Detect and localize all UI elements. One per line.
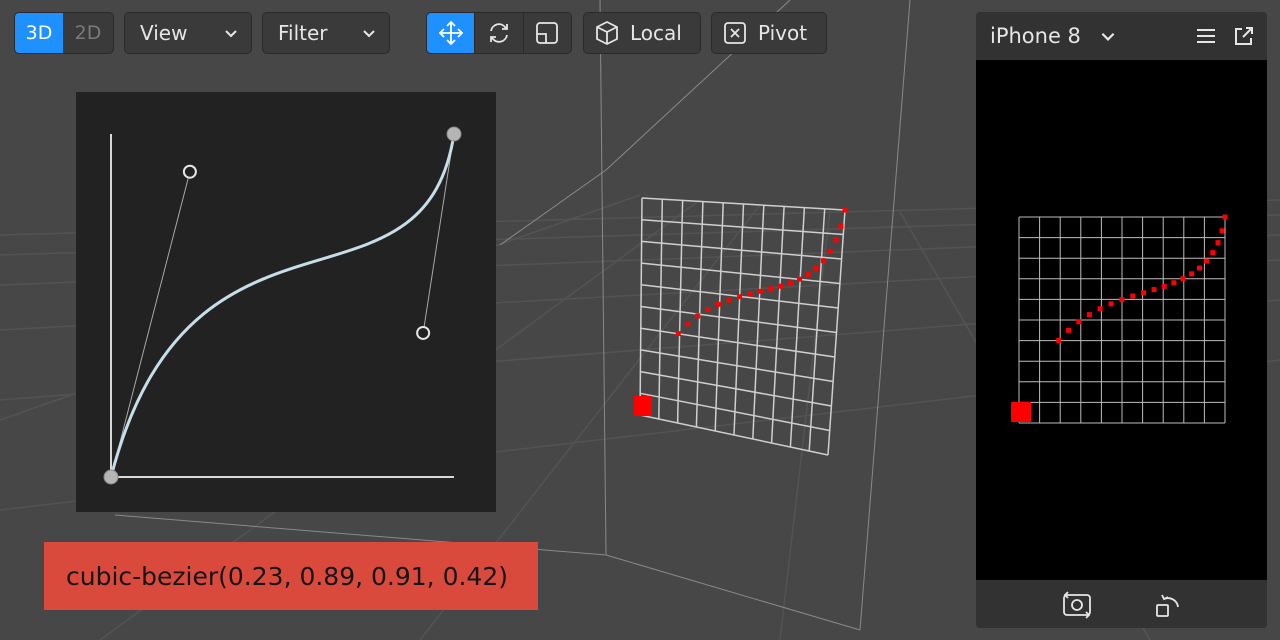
dimension-toggle: 3D 2D — [14, 12, 114, 54]
sample-point — [726, 297, 732, 303]
sample-point — [768, 286, 774, 292]
sample-point — [705, 307, 711, 313]
chevron-down-icon[interactable] — [1099, 27, 1117, 45]
sample-point — [1151, 287, 1157, 293]
sample-point — [797, 276, 803, 282]
view-dropdown[interactable]: View — [124, 12, 252, 54]
sample-point — [1108, 301, 1114, 307]
move-tool-button[interactable] — [427, 13, 476, 53]
sample-point — [1215, 240, 1221, 246]
sample-point — [1171, 280, 1177, 286]
close-box-icon — [724, 22, 746, 44]
chevron-down-icon — [225, 30, 237, 38]
control-point-1[interactable] — [182, 164, 197, 179]
sample-point — [1204, 258, 1210, 264]
sample-point — [715, 301, 721, 307]
curve-sample-points — [1056, 214, 1228, 343]
mode-3d-button[interactable]: 3D — [15, 13, 63, 53]
grid-line — [640, 392, 830, 432]
control-point-2[interactable] — [416, 325, 431, 340]
grid-line — [640, 370, 832, 407]
chevron-down-icon — [363, 30, 375, 38]
sample-point — [805, 271, 811, 277]
grid-line — [640, 349, 834, 383]
curve-sample-points — [675, 207, 848, 337]
local-space-button[interactable]: Local — [583, 12, 701, 54]
end-point — [446, 126, 462, 142]
sample-point — [813, 265, 819, 271]
device-preview-footer — [976, 580, 1267, 628]
control-handle-line-2 — [422, 133, 455, 334]
bezier-curve-editor — [76, 92, 496, 512]
sample-point — [821, 258, 827, 264]
sample-point — [1086, 312, 1092, 318]
grid-line — [639, 414, 829, 456]
scale-tool-button[interactable] — [524, 13, 571, 53]
bezier-expression-label: cubic-bezier(0.23, 0.89, 0.91, 0.42) — [44, 542, 538, 610]
sample-point — [675, 331, 681, 337]
popout-icon[interactable] — [1233, 25, 1255, 47]
view-dropdown-label: View — [140, 21, 188, 45]
filter-dropdown-label: Filter — [278, 21, 328, 45]
pivot-button[interactable]: Pivot — [711, 12, 827, 54]
sample-point — [1141, 290, 1147, 296]
menu-icon[interactable] — [1195, 25, 1217, 47]
rotate-camera-icon[interactable] — [1060, 589, 1094, 619]
sample-point — [1222, 214, 1228, 220]
sample-point — [827, 248, 833, 254]
control-handle-line-1 — [110, 171, 191, 478]
sample-point — [778, 283, 784, 289]
grid-line — [640, 305, 837, 334]
sample-point — [747, 291, 753, 297]
device-preview-header: iPhone 8 — [976, 12, 1267, 60]
sample-point — [1197, 265, 1203, 271]
sample-point — [1210, 250, 1216, 256]
sample-point — [1189, 271, 1195, 277]
start-point — [103, 469, 119, 485]
device-preview-panel: iPhone 8 — [976, 12, 1267, 628]
grid-line — [827, 209, 846, 456]
sample-point — [1066, 327, 1072, 333]
grid-line — [789, 207, 806, 448]
grid-line — [770, 206, 785, 444]
sample-point — [1219, 228, 1225, 234]
sample-point — [1130, 293, 1136, 299]
transform-tools — [426, 12, 572, 54]
sample-point — [1056, 337, 1062, 343]
sample-point — [833, 237, 839, 243]
sample-point — [1076, 319, 1082, 325]
cube-icon — [596, 21, 618, 45]
sample-point — [842, 207, 848, 213]
sample-point — [1161, 283, 1167, 289]
local-space-label: Local — [630, 21, 682, 45]
scale-icon — [536, 22, 559, 44]
mode-2d-button[interactable]: 2D — [74, 22, 102, 44]
sample-point — [737, 294, 743, 300]
sample-point — [758, 288, 764, 294]
bezier-curve — [109, 133, 456, 478]
sample-point — [787, 280, 793, 286]
move-icon — [438, 20, 463, 46]
sample-point — [685, 321, 691, 327]
grid-line — [752, 205, 765, 440]
filter-dropdown[interactable]: Filter — [262, 12, 390, 54]
bezier-expression-text: cubic-bezier(0.23, 0.89, 0.91, 0.42) — [66, 561, 508, 591]
sample-point — [1097, 306, 1103, 312]
rotate-device-icon[interactable] — [1154, 589, 1184, 619]
rotate-icon — [490, 23, 508, 43]
sample-point — [1180, 276, 1186, 282]
rotate-tool-button[interactable] — [475, 13, 524, 53]
sample-point — [838, 223, 844, 229]
animated-marker — [634, 396, 652, 416]
sample-point — [695, 313, 701, 319]
animated-marker — [1011, 402, 1031, 422]
grid-line — [808, 208, 826, 452]
device-name[interactable]: iPhone 8 — [990, 24, 1081, 48]
device-screen[interactable] — [976, 60, 1267, 580]
grid-line — [640, 327, 835, 358]
sample-point — [1119, 297, 1125, 303]
pivot-label: Pivot — [758, 21, 808, 45]
